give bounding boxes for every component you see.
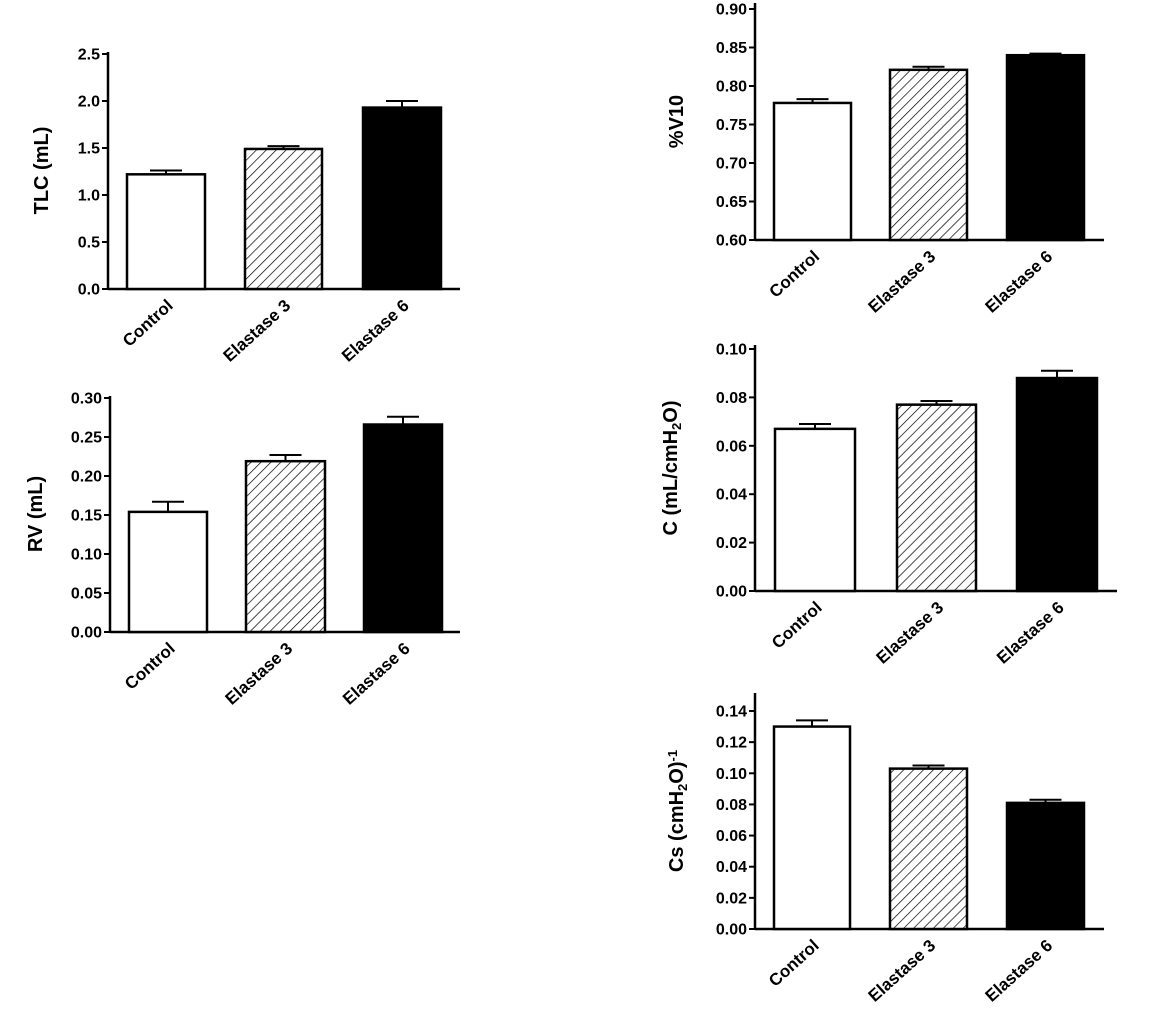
category-label: Elastase 6: [338, 296, 413, 366]
y-tick-label: 0.12: [716, 735, 747, 752]
chart-panel-cs: 0.00 0.02 0.04 0.06 0.08 0.10 0.12 0.14 Cs (cmH2…: [665, 693, 1104, 1006]
y-tick-label: 0.70: [716, 156, 747, 173]
y-tick-label: 0.75: [716, 117, 747, 134]
category-label: Elastase 6: [339, 639, 414, 709]
y-axis-label-part: 2: [669, 423, 684, 430]
y-tick-label: 1.0: [78, 188, 100, 205]
chart-panel-rv: 0.00 0.05 0.10 0.15 0.20 0.25 0.30 RV (mL) Contr…: [25, 391, 460, 709]
y-axis-label-part: O): [660, 400, 682, 422]
y-axis-label-part: TLC (mL): [31, 127, 53, 215]
category-label: Elastase 3: [865, 247, 940, 317]
y-tick-label: 0.90: [716, 2, 747, 19]
bar-c-0: [773, 427, 857, 593]
y-axis-label-part: C (mL/cmH: [660, 430, 682, 536]
y-axis-label: RV (mL): [25, 476, 47, 552]
category-label: Control: [121, 639, 179, 694]
y-axis-label: TLC (mL): [31, 127, 53, 215]
y-tick-label: 0.05: [71, 586, 102, 603]
category-label: Control: [768, 598, 826, 653]
bar-v10-0: [772, 101, 853, 242]
y-axis-label-part: -1: [665, 750, 680, 762]
chart-panel-tlc: 0.0 0.5 1.0 1.5 2.0 2.5 TLC (mL) Control Elastas…: [31, 47, 460, 366]
y-tick-label: 0.00: [716, 584, 747, 601]
y-tick-label: 0.15: [71, 508, 102, 525]
bar-tlc-0: [125, 173, 207, 291]
y-tick-label: 0.08: [716, 390, 747, 407]
category-label: Elastase 6: [993, 598, 1068, 668]
bar-v10-2: [1005, 53, 1086, 242]
y-tick-label: 2.0: [78, 94, 100, 111]
y-tick-label: 0.65: [716, 194, 747, 211]
y-axis-label: Cs (cmH2O)-1: [665, 750, 690, 872]
category-label: Elastase 3: [865, 936, 940, 1006]
bar-tlc-1: [243, 147, 324, 291]
y-tick-label: 0.10: [71, 547, 102, 564]
y-tick-label: 0.60: [716, 233, 747, 250]
y-tick-label: 0.04: [716, 487, 747, 504]
bar-rv-2: [362, 423, 444, 634]
category-label: Elastase 3: [222, 639, 297, 709]
category-label: Control: [766, 247, 824, 302]
y-tick-label: 0.10: [716, 342, 747, 359]
y-axis-label-part: %V10: [666, 95, 688, 148]
y-tick-label: 0.00: [71, 625, 102, 642]
y-tick-label: 0.06: [716, 438, 747, 455]
category-label: Elastase 3: [220, 296, 295, 366]
y-tick-label: 0.30: [71, 391, 102, 408]
y-tick-label: 0.14: [716, 704, 747, 721]
y-tick-label: 0.5: [78, 235, 100, 252]
bar-tlc-2: [361, 106, 443, 291]
y-tick-label: 0.85: [716, 40, 747, 57]
y-tick-label: 1.5: [78, 141, 100, 158]
bar-cs-1: [888, 767, 969, 931]
y-tick-label: 0.25: [71, 430, 102, 447]
chart-panel-v10: 0.60 0.65 0.70 0.75 0.80 0.85 0.90 %V10 Control E…: [666, 2, 1104, 317]
bar-rv-0: [127, 510, 209, 634]
bar-cs-0: [772, 725, 852, 931]
y-tick-label: 0.10: [716, 766, 747, 783]
bar-v10-1: [888, 68, 969, 242]
y-axis-label-part: Cs (cmH: [666, 791, 688, 872]
category-label: Elastase 6: [982, 936, 1057, 1006]
chart-panel-c: 0.00 0.02 0.04 0.06 0.08 0.10 C (mL/cmH2O) Cont…: [660, 342, 1117, 668]
y-axis-label: %V10: [666, 95, 688, 148]
bar-c-2: [1015, 376, 1099, 593]
y-tick-label: 2.5: [78, 47, 100, 64]
category-label: Control: [765, 936, 823, 991]
category-label: Elastase 6: [982, 247, 1057, 317]
y-tick-label: 0.04: [716, 859, 747, 876]
y-tick-label: 0.08: [716, 797, 747, 814]
y-tick-label: 0.02: [716, 535, 747, 552]
y-axis-label-part: 2: [675, 784, 690, 791]
bar-c-1: [895, 403, 978, 593]
bar-cs-2: [1005, 801, 1086, 931]
y-axis-label-part: O): [666, 761, 688, 783]
category-label: Control: [119, 296, 177, 351]
y-axis-label-part: RV (mL): [25, 476, 47, 552]
y-tick-label: 0.06: [716, 828, 747, 845]
y-axis-label: C (mL/cmH2O): [660, 400, 684, 535]
y-tick-label: 0.80: [716, 79, 747, 96]
category-label: Elastase 3: [873, 598, 948, 668]
y-tick-label: 0.0: [78, 282, 100, 299]
y-tick-label: 0.20: [71, 469, 102, 486]
bar-rv-1: [244, 459, 327, 634]
y-tick-label: 0.02: [716, 890, 747, 907]
y-tick-label: 0.00: [716, 922, 747, 939]
